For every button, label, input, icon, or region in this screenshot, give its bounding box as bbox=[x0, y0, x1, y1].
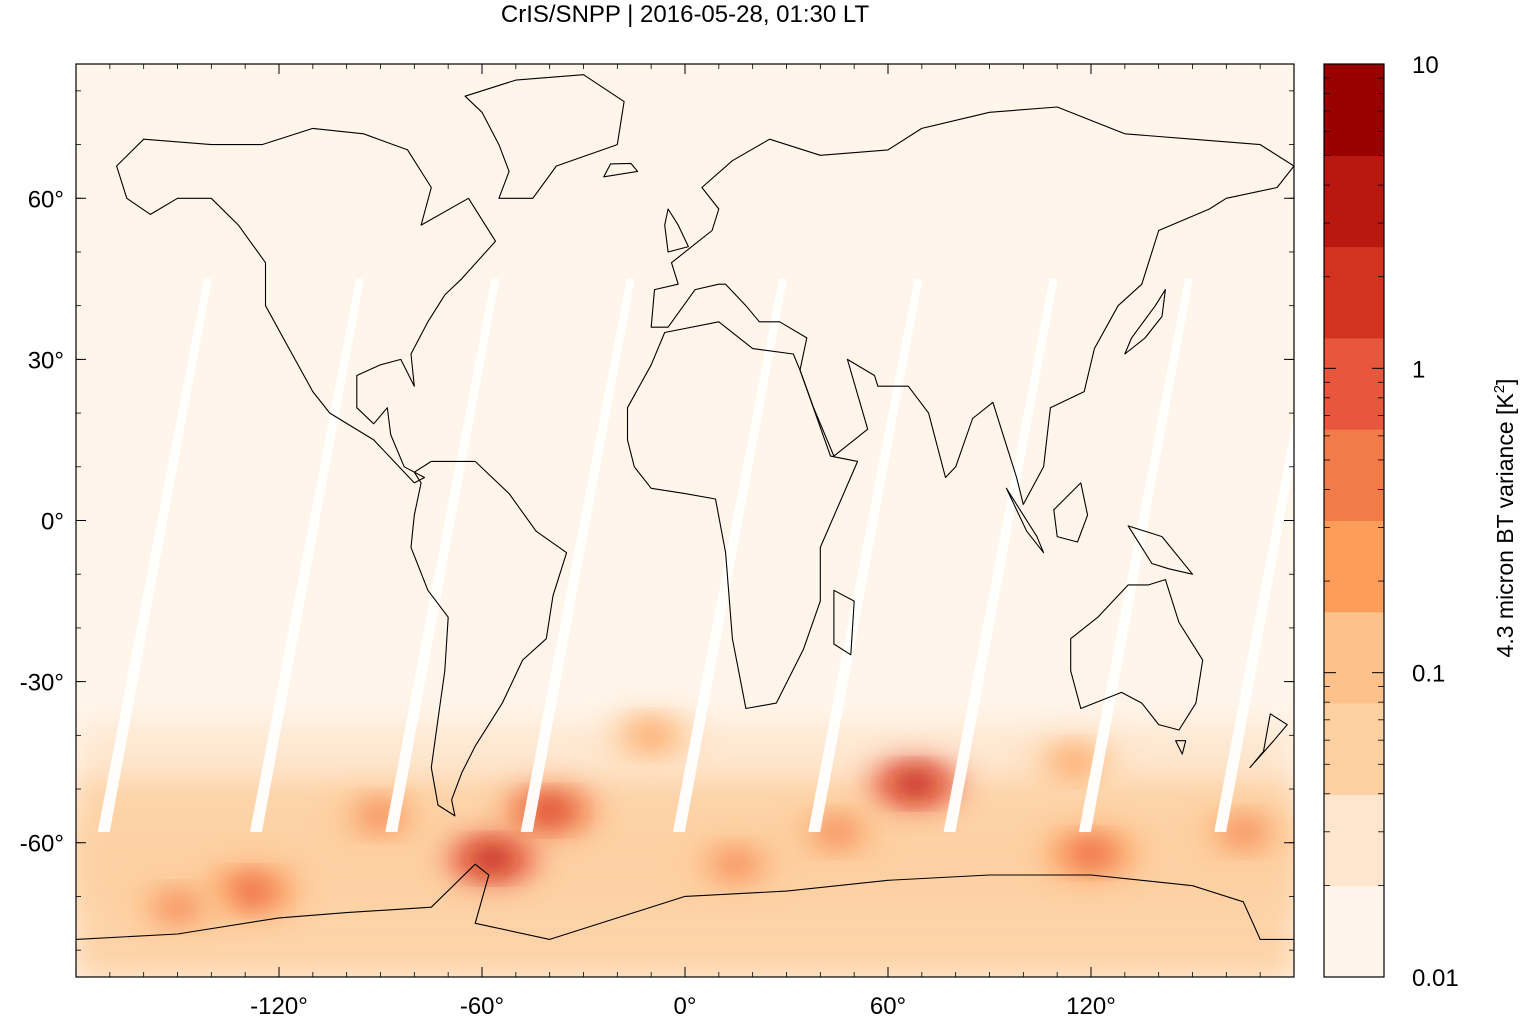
colorbar: 10 1 0.1 0.01 bbox=[1323, 52, 1459, 992]
colorbar-tick-label-0: 10 bbox=[1412, 52, 1439, 79]
hotspot-9 bbox=[129, 881, 226, 934]
coastline-north-america bbox=[116, 127, 497, 484]
colorbar-label: 4.3 micron BT variance [K2] bbox=[1491, 379, 1518, 658]
colorbar-swatch-3 bbox=[1324, 611, 1384, 704]
coastline-uk bbox=[664, 208, 689, 253]
coastline-iceland bbox=[603, 162, 639, 178]
missing-swath-3 bbox=[520, 278, 635, 832]
coastline-south-america bbox=[410, 460, 568, 817]
axis-layer: -120° -60° 0° 60° 120° 60° 30° 0° -30° -60° bbox=[20, 64, 1294, 1020]
colorbar-tick-label-3: 0.01 bbox=[1412, 965, 1459, 992]
colorbar-swatch-4 bbox=[1324, 520, 1384, 613]
coastline-antarctica bbox=[76, 863, 1294, 940]
x-tick-label-3: 60° bbox=[870, 993, 906, 1020]
coastline-tasmania bbox=[1175, 740, 1187, 755]
missing-swath-8 bbox=[1214, 416, 1294, 832]
missing-swath-5 bbox=[808, 278, 923, 832]
colorbar-label-superscript: 2 bbox=[1491, 385, 1508, 393]
hotspot-5 bbox=[687, 838, 784, 891]
x-tick-label-4: 120° bbox=[1066, 993, 1116, 1020]
coastline-greenland bbox=[464, 74, 625, 199]
x-tick-label-0: -120° bbox=[250, 993, 308, 1020]
colorbar-swatch-6 bbox=[1324, 337, 1384, 430]
y-tick-label-3: -30° bbox=[20, 670, 64, 697]
y-tick-label-1: 30° bbox=[28, 347, 64, 374]
hotspot-3 bbox=[867, 757, 964, 810]
missing-swath-0 bbox=[97, 278, 212, 832]
coastline-japan bbox=[1124, 289, 1166, 355]
hotspot-8 bbox=[1026, 736, 1123, 789]
hotspot-0 bbox=[444, 832, 541, 885]
hotspot-6 bbox=[789, 805, 886, 858]
y-tick-label-0: 60° bbox=[28, 186, 64, 213]
colorbar-swatch-5 bbox=[1324, 429, 1384, 521]
coastline-eurasia bbox=[650, 106, 1294, 505]
colorbar-tick-label-1: 1 bbox=[1412, 356, 1425, 383]
missing-swath-6 bbox=[943, 278, 1058, 832]
coastline-new-zealand bbox=[1249, 713, 1288, 769]
colorbar-label-text: 4.3 micron BT variance [K bbox=[1492, 393, 1518, 658]
hotspot-11 bbox=[332, 789, 429, 842]
hotspot-1 bbox=[501, 784, 598, 837]
colorbar-swatch-0 bbox=[1324, 885, 1384, 978]
map-plot-area bbox=[76, 64, 1294, 977]
coastline-australia bbox=[1070, 579, 1204, 731]
y-tick-label-4: -60° bbox=[20, 831, 64, 858]
colorbar-swatch-9 bbox=[1324, 64, 1384, 156]
x-tick-label-2: 0° bbox=[674, 993, 697, 1020]
coastline-madagascar bbox=[833, 589, 855, 656]
missing-swath-2 bbox=[385, 278, 500, 832]
colorbar-tick-label-2: 0.1 bbox=[1412, 661, 1445, 688]
coastline-africa bbox=[626, 321, 859, 710]
colorbar-swatch-2 bbox=[1324, 703, 1384, 795]
colorbar-frame bbox=[1323, 63, 1385, 978]
x-tick-label-1: -60° bbox=[460, 993, 504, 1020]
colorbar-label-suffix: ] bbox=[1492, 379, 1518, 385]
hotspot-10 bbox=[1195, 805, 1292, 858]
missing-swath-7 bbox=[1078, 278, 1193, 832]
colorbar-swatch-8 bbox=[1324, 155, 1384, 248]
missing-swath-4 bbox=[672, 278, 787, 832]
coastline-sumatra bbox=[1005, 487, 1045, 554]
hotspot-2 bbox=[203, 865, 300, 918]
coastline-new-guinea bbox=[1127, 525, 1194, 575]
hotspot-4 bbox=[1043, 827, 1139, 880]
y-tick-label-2: 0° bbox=[41, 509, 64, 536]
hotspot-7 bbox=[603, 709, 700, 762]
coastline-layer bbox=[76, 74, 1294, 940]
chart-title: CrIS/SNPP | 2016-05-28, 01:30 LT bbox=[501, 1, 870, 28]
coastline-borneo bbox=[1053, 482, 1089, 543]
colorbar-swatch-1 bbox=[1324, 794, 1384, 887]
colorbar-swatch-7 bbox=[1324, 246, 1384, 339]
